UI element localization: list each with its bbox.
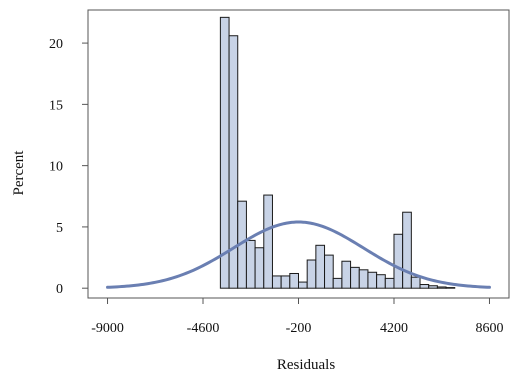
histogram-bar-1 bbox=[228, 35, 239, 289]
histogram-bar-13 bbox=[332, 277, 343, 289]
plot-frame bbox=[87, 9, 510, 299]
y-tick-label: 0 bbox=[56, 282, 63, 297]
histogram-bar-4 bbox=[254, 247, 265, 289]
x-axis-ticks: -9000 -4600 -200 4200 8600 bbox=[91, 298, 503, 336]
histogram-bar-3 bbox=[245, 239, 256, 289]
histogram-bars bbox=[219, 16, 456, 289]
y-axis-label: Percent bbox=[11, 150, 27, 196]
y-tick-label: 5 bbox=[56, 221, 63, 236]
histogram-bar-18 bbox=[376, 274, 386, 289]
y-tick-label: 20 bbox=[49, 37, 63, 52]
histogram-bar-16 bbox=[358, 269, 369, 289]
histogram-bar-25 bbox=[436, 286, 447, 289]
histogram-bar-9 bbox=[298, 281, 308, 289]
histogram-bar-19 bbox=[384, 277, 395, 289]
histogram-bar-11 bbox=[315, 244, 326, 289]
y-tick-label: 15 bbox=[49, 98, 63, 113]
x-tick-label: 4200 bbox=[380, 321, 408, 336]
histogram-bar-8 bbox=[289, 272, 300, 289]
histogram-bar-20 bbox=[393, 233, 404, 289]
histogram-bar-22 bbox=[410, 276, 421, 289]
histogram-bar-17 bbox=[367, 271, 378, 289]
histogram-bar-7 bbox=[280, 275, 291, 289]
y-axis-ticks: 0 5 10 15 20 bbox=[49, 37, 88, 297]
histogram-bar-21 bbox=[402, 211, 412, 289]
histogram-bar-5 bbox=[263, 194, 273, 289]
x-tick-label: -200 bbox=[286, 321, 312, 336]
histogram-bar-12 bbox=[324, 254, 334, 289]
y-tick-label: 10 bbox=[49, 160, 63, 175]
x-tick-label: -4600 bbox=[187, 321, 220, 336]
histogram-bar-26 bbox=[445, 287, 456, 289]
normal-curve-layer bbox=[106, 220, 491, 289]
histogram-bar-6 bbox=[271, 275, 282, 289]
x-tick-label: 8600 bbox=[475, 321, 503, 336]
x-tick-label: -9000 bbox=[91, 321, 124, 336]
histogram-bar-15 bbox=[350, 266, 360, 289]
histogram-bar-14 bbox=[341, 260, 352, 289]
histogram-bar-23 bbox=[419, 284, 430, 289]
histogram-bar-10 bbox=[306, 259, 317, 289]
normal-fit-curve bbox=[106, 220, 491, 289]
histogram-bar-24 bbox=[428, 285, 438, 289]
histogram-bar-0 bbox=[219, 16, 230, 289]
x-axis-label: Residuals bbox=[277, 357, 335, 373]
